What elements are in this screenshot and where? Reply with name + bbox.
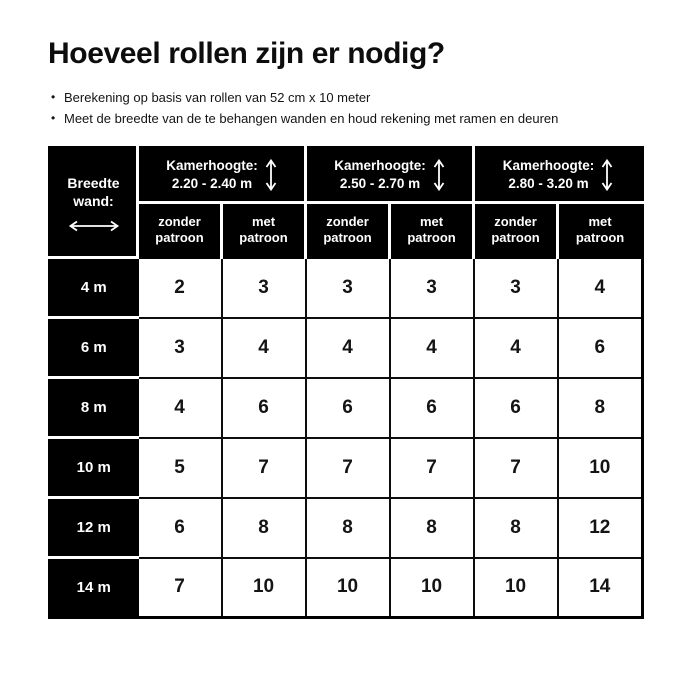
group-range: 2.80 - 3.20 m bbox=[508, 176, 589, 191]
value-cell: 3 bbox=[388, 256, 475, 319]
table-row: 12 m 6 8 8 8 8 12 bbox=[48, 496, 644, 559]
row-label-cell: 12 m bbox=[48, 496, 139, 559]
value-cell: 4 bbox=[388, 316, 475, 379]
value-cell: 7 bbox=[136, 556, 223, 619]
bullet-item: Berekening op basis van rollen van 52 cm… bbox=[50, 87, 654, 108]
value-cell: 2 bbox=[136, 256, 223, 319]
value-cell: 4 bbox=[556, 256, 644, 319]
column-group-header: Kamerhoogte: 2.20 - 2.40 m bbox=[135, 146, 308, 204]
subcolumn-header: zonder patroon bbox=[304, 201, 392, 259]
value-cell: 10 bbox=[556, 436, 644, 499]
value-cell: 3 bbox=[220, 256, 307, 319]
row-label-cell: 8 m bbox=[48, 376, 139, 439]
value-cell: 14 bbox=[556, 556, 644, 619]
value-cell: 10 bbox=[220, 556, 307, 619]
value-cell: 6 bbox=[136, 496, 223, 559]
value-cell: 10 bbox=[472, 556, 559, 619]
bullet-list: Berekening op basis van rollen van 52 cm… bbox=[50, 87, 654, 129]
value-cell: 7 bbox=[472, 436, 559, 499]
value-cell: 7 bbox=[388, 436, 475, 499]
value-cell: 10 bbox=[388, 556, 475, 619]
value-cell: 6 bbox=[472, 376, 559, 439]
table-row: 8 m 4 6 6 6 6 8 bbox=[48, 376, 644, 439]
value-cell: 8 bbox=[220, 496, 307, 559]
value-cell: 8 bbox=[388, 496, 475, 559]
value-cell: 6 bbox=[556, 316, 644, 379]
group-title: Kamerhoogte: bbox=[166, 158, 258, 173]
subcolumn-header: zonder patroon bbox=[472, 201, 560, 259]
group-title: Kamerhoogte: bbox=[334, 158, 426, 173]
value-cell: 7 bbox=[220, 436, 307, 499]
page-title: Hoeveel rollen zijn er nodig? bbox=[48, 37, 445, 70]
value-cell: 3 bbox=[136, 316, 223, 379]
value-cell: 10 bbox=[304, 556, 391, 619]
table-row: 14 m 7 10 10 10 10 14 bbox=[48, 556, 644, 619]
value-cell: 8 bbox=[304, 496, 391, 559]
header-row-subcolumns: zonder patroon met patroon zonder patroo… bbox=[50, 201, 645, 259]
content-area: Hoeveel rollen zijn er nodig? Berekening… bbox=[48, 37, 654, 619]
row-label-cell: 10 m bbox=[48, 436, 139, 499]
table-row: 6 m 3 4 4 4 4 6 bbox=[48, 316, 644, 379]
header-row-groups: Breedte wand: Kamerhoogte: bbox=[48, 146, 645, 259]
corner-header-label: Breedte wand: bbox=[67, 174, 120, 209]
value-cell: 3 bbox=[472, 256, 559, 319]
height-double-arrow-icon bbox=[433, 158, 445, 192]
value-cell: 6 bbox=[304, 376, 391, 439]
group-title: Kamerhoogte: bbox=[502, 158, 595, 173]
row-label-cell: 14 m bbox=[48, 556, 139, 619]
rolls-table: Breedte wand: Kamerhoogte: bbox=[48, 146, 645, 619]
value-cell: 7 bbox=[304, 436, 391, 499]
value-cell: 5 bbox=[136, 436, 223, 499]
row-label-cell: 6 m bbox=[48, 316, 139, 379]
height-double-arrow-icon bbox=[602, 158, 613, 192]
subcolumn-header: met patroon bbox=[219, 201, 308, 259]
subcolumn-header: met patroon bbox=[388, 201, 476, 259]
value-cell: 8 bbox=[556, 376, 644, 439]
value-cell: 8 bbox=[472, 496, 559, 559]
group-range: 2.20 - 2.40 m bbox=[171, 176, 253, 191]
row-label-cell: 4 m bbox=[48, 256, 139, 319]
table-row: 4 m 2 3 3 3 3 4 bbox=[48, 256, 644, 319]
subcolumn-header: zonder patroon bbox=[136, 201, 223, 259]
bullet-item: Meet de breedte van de te behangen wande… bbox=[50, 108, 654, 129]
table-row: 10 m 5 7 7 7 7 10 bbox=[48, 436, 644, 499]
column-group-header: Kamerhoogte: 2.80 - 3.20 m bbox=[472, 146, 645, 204]
value-cell: 4 bbox=[220, 316, 307, 379]
height-double-arrow-icon bbox=[265, 158, 277, 192]
value-cell: 12 bbox=[556, 496, 644, 559]
corner-header-cell: Breedte wand: bbox=[48, 146, 139, 259]
subcolumn-header: met patroon bbox=[556, 201, 645, 259]
value-cell: 6 bbox=[388, 376, 475, 439]
value-cell: 3 bbox=[304, 256, 391, 319]
value-cell: 4 bbox=[304, 316, 391, 379]
width-double-arrow-icon bbox=[68, 220, 119, 231]
value-cell: 4 bbox=[472, 316, 559, 379]
group-range: 2.50 - 2.70 m bbox=[339, 176, 421, 191]
value-cell: 4 bbox=[136, 376, 223, 439]
column-group-header: Kamerhoogte: 2.50 - 2.70 m bbox=[304, 146, 476, 204]
value-cell: 6 bbox=[220, 376, 307, 439]
